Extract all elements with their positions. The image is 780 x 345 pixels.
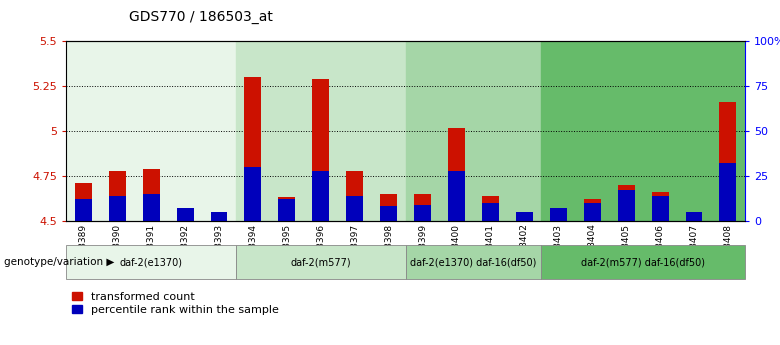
Bar	[550, 208, 567, 221]
Bar	[686, 212, 703, 221]
Bar	[75, 183, 92, 221]
Bar	[176, 208, 193, 221]
Bar	[406, 41, 541, 221]
Bar	[312, 79, 329, 221]
Text: genotype/variation ▶: genotype/variation ▶	[4, 257, 115, 267]
Bar	[583, 199, 601, 221]
Bar	[583, 203, 601, 221]
Bar	[211, 219, 228, 221]
Bar	[448, 170, 465, 221]
Bar	[550, 217, 567, 221]
Bar	[686, 217, 703, 221]
Bar	[448, 128, 465, 221]
Bar	[482, 203, 499, 221]
Bar	[143, 169, 160, 221]
Bar	[516, 219, 533, 221]
Bar	[108, 196, 126, 221]
Bar	[66, 41, 236, 221]
Bar	[618, 185, 635, 221]
Bar	[176, 210, 193, 221]
Text: daf-2(e1370) daf-16(df50): daf-2(e1370) daf-16(df50)	[410, 257, 537, 267]
Bar	[236, 41, 406, 221]
Bar	[143, 194, 160, 221]
Bar	[651, 192, 668, 221]
Bar	[651, 196, 668, 221]
Bar	[108, 170, 126, 221]
Bar	[346, 196, 363, 221]
Bar	[541, 245, 745, 279]
Bar	[236, 245, 406, 279]
Text: GDS770 / 186503_at: GDS770 / 186503_at	[129, 10, 272, 24]
Bar	[312, 170, 329, 221]
Bar	[346, 170, 363, 221]
Bar	[211, 212, 228, 221]
Text: daf-2(m577): daf-2(m577)	[290, 257, 351, 267]
Bar	[278, 197, 296, 221]
Bar	[380, 194, 397, 221]
Text: daf-2(m577) daf-16(df50): daf-2(m577) daf-16(df50)	[581, 257, 705, 267]
Legend: transformed count, percentile rank within the sample: transformed count, percentile rank withi…	[72, 292, 278, 315]
Bar	[406, 245, 541, 279]
Text: daf-2(e1370): daf-2(e1370)	[119, 257, 183, 267]
Bar	[380, 206, 397, 221]
Bar	[618, 190, 635, 221]
Bar	[482, 196, 499, 221]
Bar	[278, 199, 296, 221]
Bar	[414, 205, 431, 221]
Bar	[541, 41, 745, 221]
Bar	[516, 212, 533, 221]
Bar	[719, 102, 736, 221]
Bar	[244, 77, 261, 221]
Bar	[719, 164, 736, 221]
Bar	[75, 199, 92, 221]
Bar	[244, 167, 261, 221]
Bar	[66, 245, 236, 279]
Bar	[414, 194, 431, 221]
